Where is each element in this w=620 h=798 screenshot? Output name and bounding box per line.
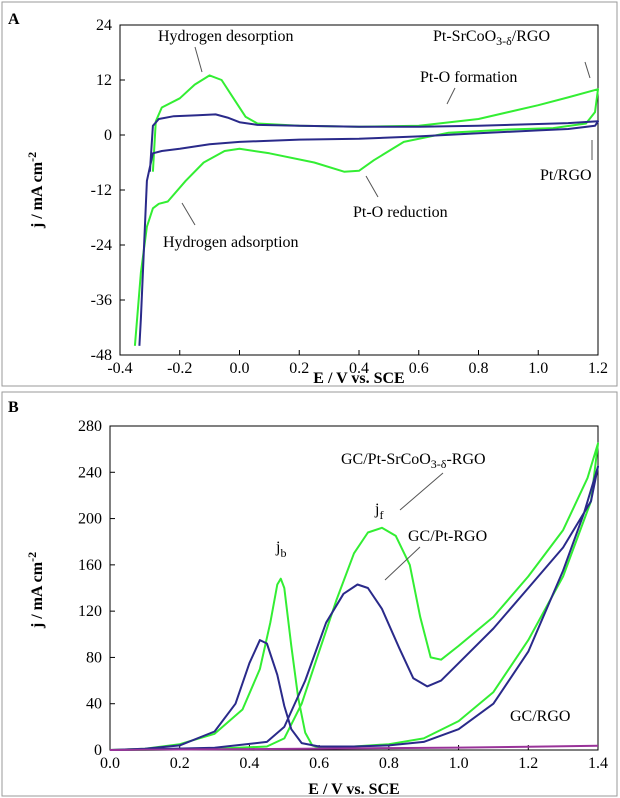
annotation-gc-srcoo-main: GC/Pt-SrCoO bbox=[341, 451, 431, 468]
annotation-pt-srcoo-main: Pt-SrCoO bbox=[433, 28, 496, 45]
panel-b-label: B bbox=[8, 399, 19, 416]
panel-b-y-axis-title: j / mA cm-2 bbox=[25, 552, 46, 629]
arrow-gc-pt-srcoo-rgo bbox=[399, 472, 444, 511]
panel-b-x-ticks: 0.0 0.2 0.4 0.6 0.8 1.0 1.2 1.4 bbox=[100, 745, 608, 772]
panel-b-x-tick-label: 0.4 bbox=[239, 755, 259, 772]
annotation-gc-pt-srcoo-rgo: GC/Pt-SrCoO3-δ-RGO bbox=[341, 451, 486, 471]
annotation-gc-pt-rgo: GC/Pt-RGO bbox=[408, 528, 487, 545]
panel-b-x-tick-label: 1.0 bbox=[449, 755, 469, 772]
annotation-pt-rgo: Pt/RGO bbox=[540, 167, 592, 184]
panel-a-x-tick-label: 0.8 bbox=[469, 360, 489, 377]
panel-b-y-tick-label: 80 bbox=[86, 649, 102, 666]
panel-b-curves bbox=[109, 442, 599, 751]
arrow-hydrogen-desorption bbox=[194, 46, 203, 73]
annotation-jb: jb bbox=[275, 539, 286, 560]
annotation-pt-srcoo-rgo: Pt-SrCoO3-δ/RGO bbox=[433, 28, 550, 48]
annotation-jf-sub: f bbox=[379, 508, 383, 522]
panel-a-x-tick-label: 0.6 bbox=[409, 360, 429, 377]
panel-b-x-tick-label: 0.2 bbox=[170, 755, 190, 772]
panel-b-x-tick-label: 0.0 bbox=[100, 755, 120, 772]
panel-b-frame bbox=[1, 391, 618, 797]
panel-a-x-tick-label: 0.0 bbox=[230, 360, 250, 377]
curve-gc-rgo bbox=[109, 744, 599, 751]
curve-pt-srcoo3-rgo bbox=[133, 74, 599, 346]
panel-a-label: A bbox=[8, 11, 20, 28]
panel-b-y-axis-title-main: j / mA cm bbox=[29, 561, 46, 629]
panel-a-x-tick-label: -0.4 bbox=[107, 360, 132, 377]
curve-gc-pt-rgo bbox=[109, 465, 599, 751]
panel-a-y-axis-title: j / mA cm-2 bbox=[25, 152, 46, 229]
panel-a-y-axis-title-main: j / mA cm bbox=[29, 161, 46, 229]
panel-a-y-axis-title-sup: -2 bbox=[25, 152, 39, 162]
panel-b-axes bbox=[109, 425, 599, 751]
panel-b-y-tick-label: 120 bbox=[78, 603, 102, 620]
panel-a-x-axis-title: E / V vs. SCE bbox=[313, 370, 404, 387]
panel-b-x-tick-label: 0.8 bbox=[379, 755, 399, 772]
panel-a-y-tick-label: 24 bbox=[96, 17, 112, 34]
panel-a-y-tick-label: 0 bbox=[104, 127, 112, 144]
annotation-jb-sub: b bbox=[280, 546, 286, 560]
panel-a-y-tick-label: -12 bbox=[91, 182, 112, 199]
panel-a-x-tick-label: 1.0 bbox=[528, 360, 548, 377]
panel-b-x-tick-label: 1.2 bbox=[518, 755, 538, 772]
panel-b-y-axis-title-sup: -2 bbox=[25, 552, 39, 562]
panel-a-x-tick-label: 0.4 bbox=[349, 360, 369, 377]
annotation-pt-o-formation: Pt-O formation bbox=[420, 69, 517, 86]
panel-b-y-tick-label: 0 bbox=[94, 742, 102, 759]
annotation-hydrogen-adsorption: Hydrogen adsorption bbox=[163, 234, 299, 251]
panel-a: A -0.4 -0.2 0.0 0.2 0.4 0.6 0.8 1.0 1.2 -48 -36 -2… bbox=[1, 1, 618, 387]
annotation-pt-o-reduction: Pt-O reduction bbox=[353, 204, 448, 221]
panel-b: B 0.0 0.2 0.4 0.6 0.8 1.0 1.2 1.4 0 40 80 120 160 20… bbox=[1, 391, 618, 798]
panel-a-y-ticks: -48 -36 -24 -12 0 12 24 bbox=[91, 17, 125, 364]
panel-b-x-tick-label: 0.6 bbox=[309, 755, 329, 772]
arrow-pt-o-reduction bbox=[365, 175, 379, 198]
panel-b-x-tick-label: 1.4 bbox=[588, 755, 608, 772]
annotation-pt-srcoo-tail: /RGO bbox=[512, 28, 550, 45]
panel-a-y-tick-label: -48 bbox=[91, 347, 112, 364]
arrow-pt-srcoo-rgo bbox=[584, 61, 591, 79]
annotation-gc-srcoo-tail: -RGO bbox=[446, 451, 485, 468]
panel-a-frame bbox=[1, 1, 618, 387]
annotation-hydrogen-desorption: Hydrogen desorption bbox=[158, 28, 294, 45]
panel-a-x-tick-label: 0.2 bbox=[289, 360, 309, 377]
panel-b-y-tick-label: 200 bbox=[78, 511, 102, 528]
panel-b-x-axis-title: E / V vs. SCE bbox=[308, 781, 399, 798]
panel-b-y-tick-label: 280 bbox=[78, 418, 102, 435]
annotation-gc-rgo: GC/RGO bbox=[510, 708, 570, 725]
arrow-hydrogen-adsorption bbox=[181, 202, 196, 226]
annotation-jf: jf bbox=[374, 501, 383, 522]
arrow-pt-o-formation bbox=[446, 87, 456, 105]
panel-b-y-tick-label: 160 bbox=[78, 557, 102, 574]
annotation-gc-srcoo-sub: 3-δ bbox=[431, 457, 447, 471]
panel-a-y-tick-label: -36 bbox=[91, 292, 112, 309]
panel-a-y-tick-label: -24 bbox=[91, 237, 112, 254]
panel-a-x-ticks: -0.4 -0.2 0.0 0.2 0.4 0.6 0.8 1.0 1.2 bbox=[107, 350, 608, 377]
annotation-jb-main: j bbox=[275, 539, 280, 556]
curve-pt-rgo bbox=[138, 113, 599, 346]
panel-a-x-tick-label: -0.2 bbox=[167, 360, 192, 377]
panel-a-curves bbox=[133, 74, 599, 346]
panel-b-y-ticks: 0 40 80 120 160 200 240 280 bbox=[78, 418, 115, 759]
annotation-jf-main: j bbox=[374, 501, 379, 518]
arrow-gc-pt-rgo bbox=[384, 546, 421, 581]
panel-a-x-tick-label: 1.2 bbox=[588, 360, 608, 377]
annotation-pt-srcoo-sub: 3-δ bbox=[496, 34, 512, 48]
panel-a-y-tick-label: 12 bbox=[96, 72, 112, 89]
panel-b-y-tick-label: 240 bbox=[78, 464, 102, 481]
panel-b-y-tick-label: 40 bbox=[86, 696, 102, 713]
